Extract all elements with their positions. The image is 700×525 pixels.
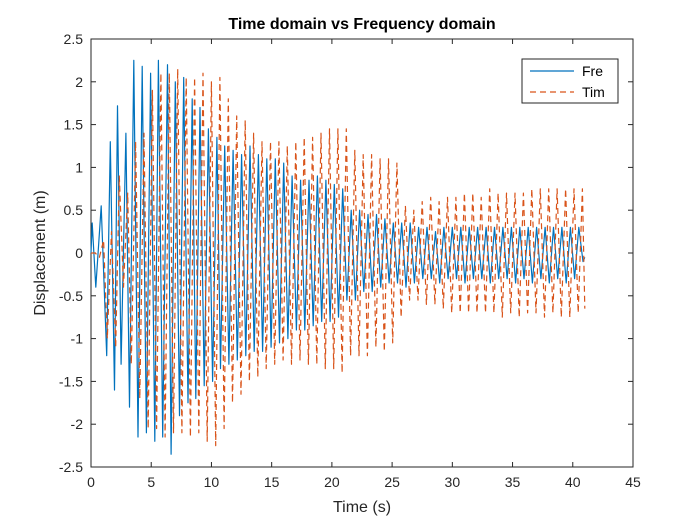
x-tick-label: 40	[565, 474, 581, 490]
x-axis-label: Time (s)	[333, 499, 391, 516]
x-tick-label: 25	[384, 474, 400, 490]
x-tick-label: 35	[505, 474, 521, 490]
x-tick-label: 15	[264, 474, 280, 490]
x-tick-label: 20	[324, 474, 340, 490]
chart-title: Time domain vs Frequency domain	[228, 16, 495, 33]
legend-label-tim: Tim	[582, 84, 605, 100]
y-tick-label: -1.5	[59, 373, 83, 389]
x-tick-label: 10	[204, 474, 220, 490]
y-tick-label: 1.5	[64, 117, 84, 133]
y-tick-label: -1	[71, 331, 84, 347]
y-tick-label: -2.5	[59, 459, 83, 475]
y-axis-label: Displacement (m)	[32, 190, 49, 315]
legend-label-fre: Fre	[582, 63, 603, 79]
plot-area: 0 5 10 15 20 25 30 35 40 45 -2.5 -2 -1.5 -1 -0.5 0 0.5 1 1…	[59, 31, 641, 490]
series-line-tim	[91, 68, 586, 447]
legend-box	[521, 58, 619, 104]
y-tick-label: -2	[71, 416, 84, 432]
x-tick-label: 45	[625, 474, 641, 490]
x-tick-label: 0	[87, 474, 95, 490]
legend: Fre Tim	[521, 58, 619, 104]
y-tick-label: 0.5	[64, 202, 84, 218]
y-tick-label: 2	[75, 74, 83, 90]
y-tick-label: 1	[75, 159, 83, 175]
x-tick-label: 30	[445, 474, 461, 490]
x-tick-label: 5	[147, 474, 155, 490]
y-tick-label: -0.5	[59, 288, 83, 304]
series-line-fre	[90, 59, 586, 455]
y-tick-label: 0	[75, 245, 83, 261]
y-tick-label: 2.5	[64, 31, 84, 47]
